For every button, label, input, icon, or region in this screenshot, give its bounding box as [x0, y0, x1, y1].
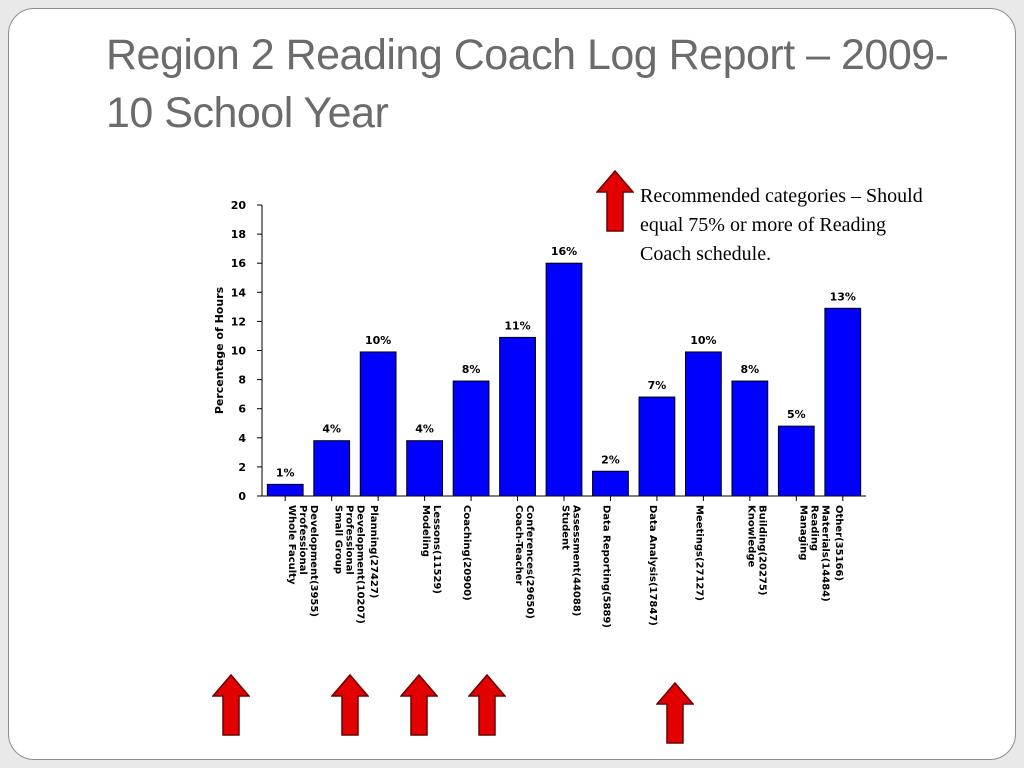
bar: [731, 380, 769, 497]
y-tick-label: 14: [231, 286, 247, 299]
category-label: Data Analysis(17847): [647, 505, 658, 626]
category-label: Data Reporting(5889): [600, 505, 611, 628]
data-label: 7%: [648, 379, 667, 392]
category-label: Small GroupProfessionalDevelopment(10207…: [333, 505, 366, 624]
category-label: Meetings(27127): [693, 505, 704, 601]
category-label-line: Assessment(44088): [571, 505, 582, 616]
category-label-line: Data Reporting(5889): [600, 505, 611, 628]
y-tick-label: 18: [231, 228, 246, 241]
category-label-line: Coaching(20900): [461, 505, 472, 601]
category-label: StudentAssessment(44088): [560, 505, 582, 616]
category-label-line: Planning(27427): [368, 505, 379, 598]
y-tick-label: 0: [238, 490, 246, 503]
bar: [359, 351, 397, 497]
category-label-line: Reading: [808, 505, 819, 551]
y-axis-label: Percentage of Hours: [213, 286, 226, 414]
bar: [313, 440, 351, 497]
y-tick-label: 12: [231, 315, 246, 328]
bar: [592, 470, 629, 497]
bar: [545, 262, 583, 497]
category-label-line: Materials(14484): [819, 505, 830, 602]
recommended-categories-note: Recommended categories – Should equal 75…: [640, 185, 923, 265]
up-arrow-icon: [331, 674, 369, 736]
slide-title: Region 2 Reading Coach Log Report – 2009…: [106, 31, 949, 137]
chart-bars: [266, 262, 862, 497]
category-label: Planning(27427): [368, 505, 379, 598]
y-tick-label: 6: [238, 403, 246, 416]
data-label: 8%: [462, 363, 481, 376]
category-label-line: Student: [560, 505, 571, 550]
category-label-line: Meetings(27127): [693, 505, 704, 601]
data-label: 10%: [365, 334, 391, 347]
data-label: 16%: [551, 245, 577, 258]
category-label-line: Managing: [797, 505, 808, 560]
category-label-line: Other(35166): [833, 505, 844, 581]
category-label: ManagingReadingMaterials(14484): [797, 505, 830, 602]
bar: [638, 396, 676, 497]
category-label-line: Whole Faculty: [286, 505, 297, 585]
chart-labels: 0 2 4 6 8 10 12 14 16 18 20 Percentage of Hours 1% Wh…: [213, 199, 856, 628]
y-tick-label: 10: [231, 345, 247, 358]
data-label: 5%: [787, 408, 806, 421]
bar: [266, 483, 304, 497]
category-label-line: Development(10207): [355, 505, 366, 624]
bar: [406, 440, 444, 497]
data-label: 8%: [741, 363, 760, 376]
category-label: KnowledgeBuilding(20275): [745, 505, 767, 595]
bar: [684, 351, 722, 497]
data-label: 11%: [504, 319, 530, 332]
bar: [824, 307, 862, 497]
category-label-line: Knowledge: [745, 505, 756, 568]
data-label: 1%: [276, 466, 295, 479]
bar: [452, 380, 490, 497]
bar: [777, 425, 815, 497]
data-label: 10%: [690, 334, 716, 347]
category-label: ModelingLessons(11529): [420, 505, 442, 594]
up-arrow-icon: [656, 682, 694, 744]
category-label-line: Professional: [344, 505, 355, 575]
up-arrow-icon: [400, 674, 438, 736]
category-label-line: Building(20275): [756, 505, 767, 595]
y-tick-label: 4: [238, 432, 246, 445]
category-label: Whole FacultyProfessionalDevelopment(395…: [286, 505, 319, 617]
data-label: 2%: [601, 453, 620, 466]
y-tick-label: 8: [238, 374, 246, 387]
category-label: Coaching(20900): [461, 505, 472, 601]
category-label-line: Lessons(11529): [431, 505, 442, 594]
y-tick-label: 16: [231, 257, 247, 270]
category-label-line: Modeling: [420, 505, 431, 557]
category-label-line: Data Analysis(17847): [647, 505, 658, 626]
data-label: 4%: [415, 423, 434, 436]
data-label: 13%: [830, 290, 856, 303]
category-label-line: Professional: [297, 505, 308, 575]
data-label: 4%: [322, 423, 341, 436]
category-label-line: Small Group: [333, 505, 344, 574]
category-label: Coach-TeacherConferences(29650): [513, 505, 535, 619]
up-arrow-icon: [468, 674, 506, 736]
category-label-line: Development(3955): [308, 505, 319, 617]
up-arrow-icon: [212, 674, 250, 736]
y-tick-label: 20: [231, 199, 247, 212]
y-tick-label: 2: [238, 461, 246, 474]
category-label-line: Coach-Teacher: [513, 505, 524, 586]
bar: [499, 336, 536, 497]
up-arrow-icon: [596, 170, 634, 232]
category-label-line: Conferences(29650): [524, 505, 535, 619]
category-label: Other(35166): [833, 505, 844, 581]
